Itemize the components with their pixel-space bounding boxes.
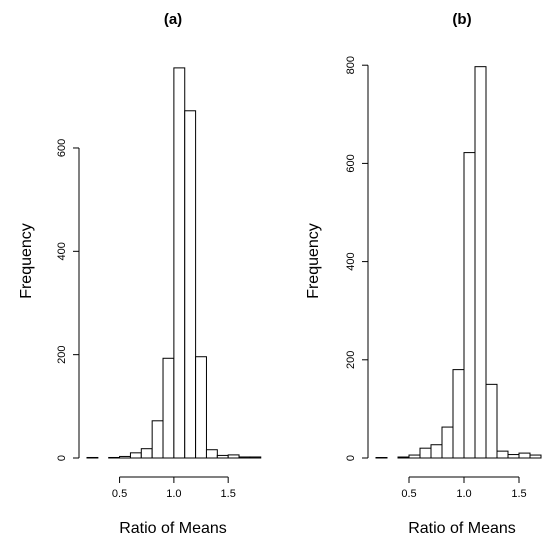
panel-a-bar-9	[184, 110, 197, 459]
panel-a-bar-11	[205, 449, 218, 459]
panel-b-x-tick-label-1: 1.0	[456, 488, 471, 500]
panel-a-y-axis-label: Frequency	[18, 223, 35, 299]
panel-b-bar-10	[485, 383, 498, 459]
panel-b-x-tick-label-2: 1.5	[511, 488, 526, 500]
panel-b: (b) Ratio of Means Frequency 0.5 1.0 1.5 0…	[305, 11, 542, 537]
panel-a-bar-4	[129, 452, 142, 459]
panel-a-bar-10	[195, 356, 207, 459]
panel-b-bar-12	[507, 454, 520, 459]
panel-b-bar-13	[518, 452, 531, 459]
panel-b-x-axis: 0.5 1.0 1.5	[401, 476, 527, 500]
panel-a-y-tick-label-2: 400	[56, 242, 68, 260]
panel-b-bar-5	[430, 444, 443, 459]
panel-a: (a) Ratio of Means Frequency 0.5 1.0 1.5 0…	[18, 11, 262, 537]
panel-b-bar-11	[496, 450, 509, 459]
panel-a-bar-2	[108, 456, 121, 459]
panel-a-bar-5	[140, 448, 153, 459]
panel-a-bar-3	[119, 455, 131, 459]
panel-b-y-tick-label-0: 0	[345, 455, 357, 461]
panel-a-bar-12	[216, 454, 229, 459]
panel-b-y-tick-label-2: 400	[345, 252, 357, 270]
panel-b-bar-4	[419, 447, 432, 459]
panel-a-x-axis: 0.5 1.0 1.5	[112, 476, 236, 500]
panel-b-bars	[375, 66, 542, 459]
panel-a-y-axis: 0 200 400 600	[56, 139, 80, 461]
panel-a-x-tick-label-0: 0.5	[112, 488, 127, 500]
panel-b-y-tick-label-4: 800	[345, 56, 357, 74]
panel-b-bar-7	[452, 369, 465, 459]
panel-a-bar-6	[151, 420, 164, 459]
panel-a-x-tick-label-1: 1.0	[166, 488, 181, 500]
panel-b-title: (b)	[452, 11, 471, 28]
panel-a-y-tick-label-0: 0	[56, 455, 68, 461]
panel-b-bar-6	[441, 426, 454, 459]
panel-a-y-tick-label-1: 200	[56, 345, 68, 363]
panel-a-bars	[86, 67, 262, 459]
panel-b-x-tick-label-0: 0.5	[401, 488, 416, 500]
panel-a-bar-8	[173, 67, 186, 459]
panel-a-bar-13	[227, 454, 240, 459]
panel-b-y-tick-label-1: 200	[345, 351, 357, 369]
panel-b-x-axis-label: Ratio of Means	[408, 520, 516, 537]
panel-b-bar-8	[463, 152, 476, 459]
panel-a-y-tick-label-3: 600	[56, 139, 68, 157]
panel-b-bar-14	[529, 454, 542, 459]
panel-a-bar-7	[162, 357, 175, 459]
panel-a-x-tick-label-2: 1.5	[221, 488, 236, 500]
panel-a-bar-0	[86, 456, 99, 459]
panel-a-bar-14	[238, 456, 251, 459]
panel-b-y-axis-label: Frequency	[305, 223, 322, 299]
panel-a-title: (a)	[164, 11, 182, 28]
panel-b-bar-3	[408, 454, 421, 459]
panel-a-x-axis-label: Ratio of Means	[119, 520, 227, 537]
panel-b-bar-9	[474, 66, 487, 459]
panel-b-bar-2	[397, 456, 410, 459]
panel-b-y-tick-label-3: 600	[345, 154, 357, 172]
panel-b-y-axis: 0 200 400 600 800	[345, 56, 369, 461]
panel-a-bar-15	[249, 456, 262, 459]
